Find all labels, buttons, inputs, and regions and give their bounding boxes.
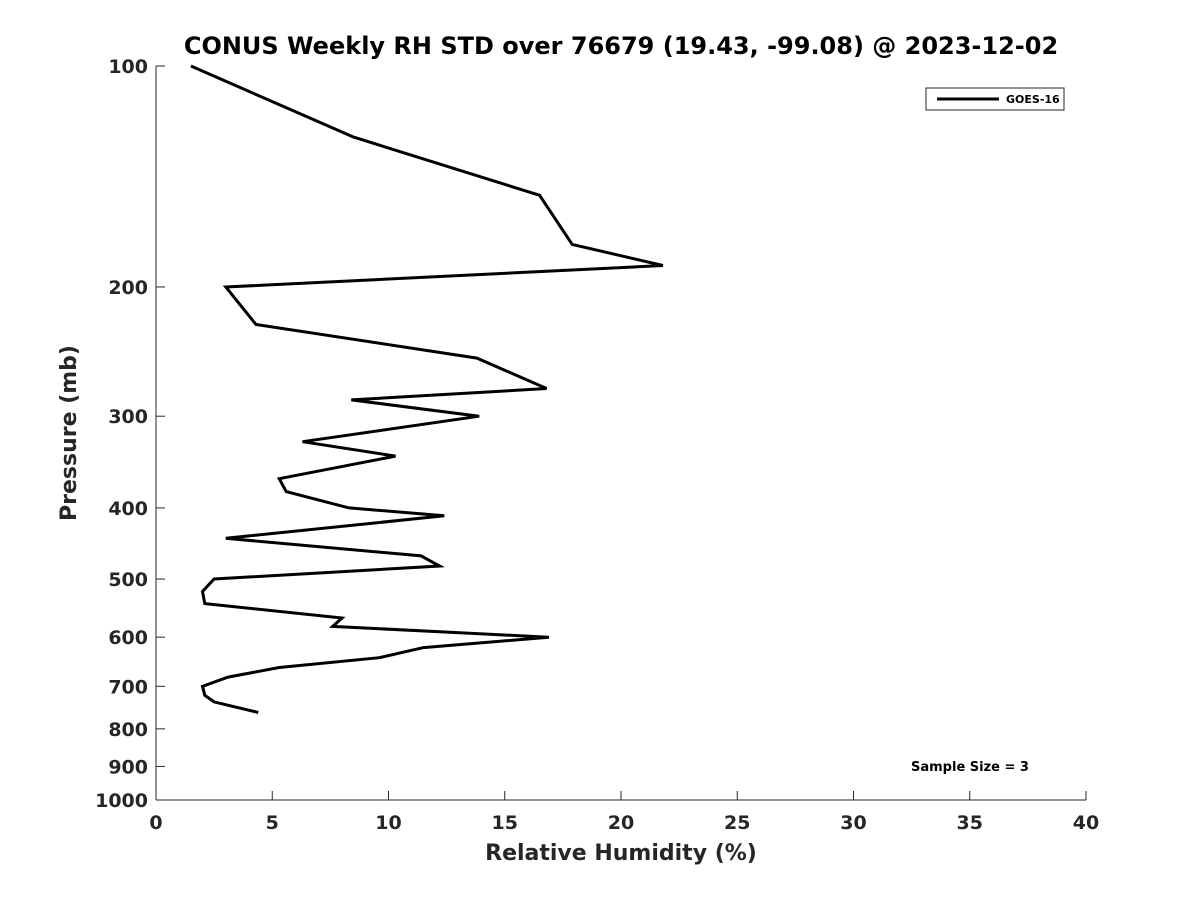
y-tick-label: 200 (108, 277, 148, 299)
x-tick-label: 35 (957, 812, 983, 834)
y-ticks: 100 200 300 400 500 600 700 800 900 1000 (95, 56, 165, 812)
x-tick-label: 30 (840, 812, 866, 834)
y-tick-label: 100 (108, 56, 148, 78)
series-group (190, 64, 664, 714)
x-tick-label: 15 (492, 812, 518, 834)
x-tick-label: 10 (375, 812, 401, 834)
x-ticks: 0 5 10 15 20 25 30 35 40 (149, 791, 1099, 834)
chart-title: CONUS Weekly RH STD over 76679 (19.43, -… (184, 32, 1058, 60)
sample-size-annotation: Sample Size = 3 (911, 760, 1029, 775)
series-line-goes-16 (190, 64, 664, 714)
x-axis-label: Relative Humidity (%) (485, 841, 757, 866)
legend: GOES-16 (925, 87, 1065, 111)
x-tick-label: 40 (1073, 812, 1099, 834)
legend-label-goes-16: GOES-16 (1006, 93, 1060, 106)
y-tick-label: 800 (108, 719, 148, 741)
y-tick-label: 400 (108, 498, 148, 520)
y-tick-label: 700 (108, 676, 148, 698)
x-tick-label: 20 (608, 812, 634, 834)
y-tick-label: 300 (108, 406, 148, 428)
x-tick-label: 25 (724, 812, 750, 834)
y-tick-label: 1000 (95, 790, 148, 812)
x-tick-label: 0 (149, 812, 162, 834)
y-tick-label: 900 (108, 756, 148, 778)
y-tick-label: 600 (108, 627, 148, 649)
y-tick-label: 500 (108, 569, 148, 591)
axes (155, 66, 1086, 801)
y-axis-label: Pressure (mb) (57, 345, 82, 521)
x-tick-label: 5 (266, 812, 279, 834)
